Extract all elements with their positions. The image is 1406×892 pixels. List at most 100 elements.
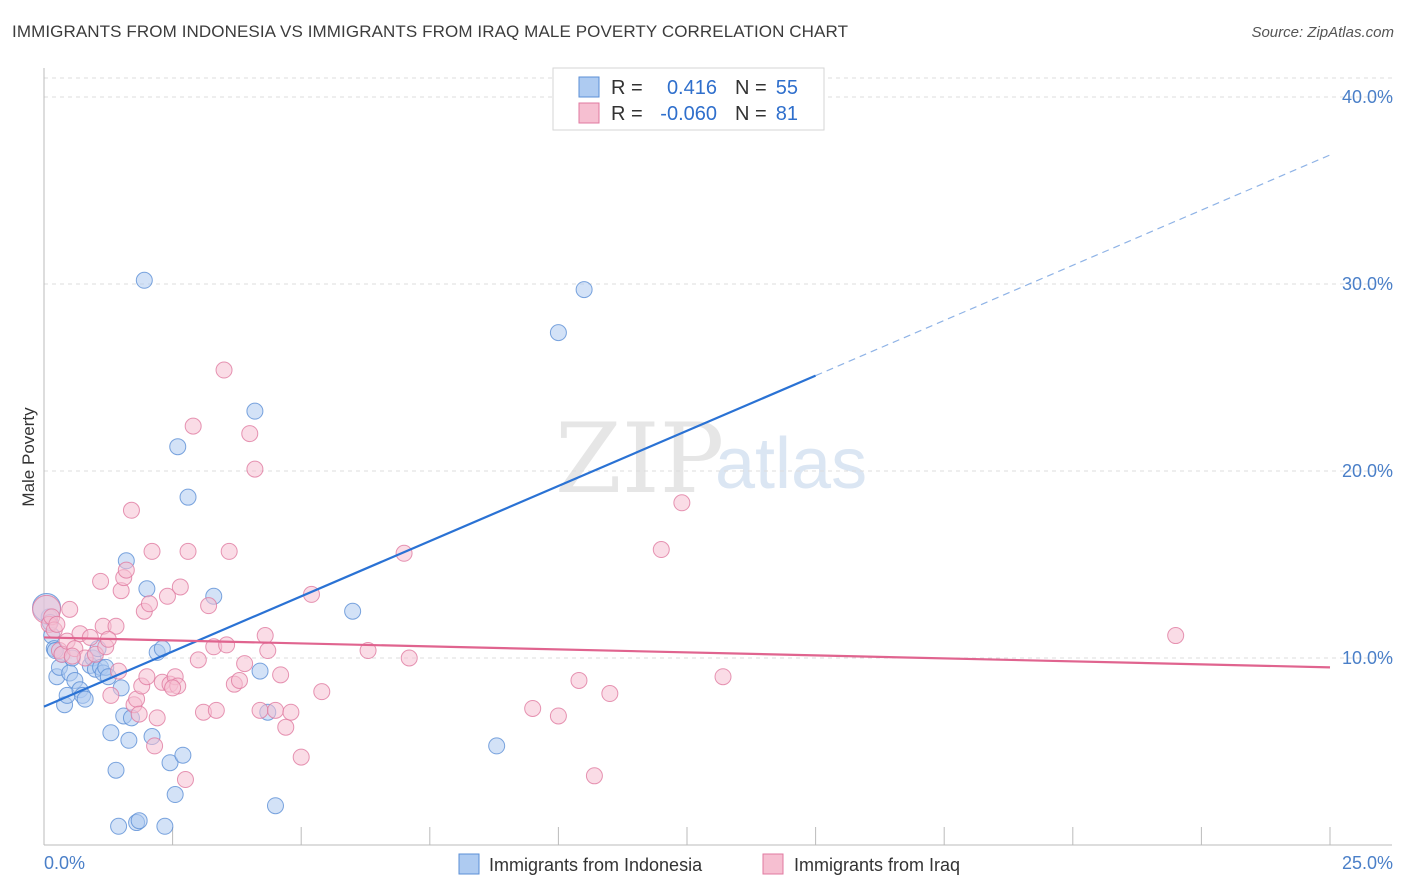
chart-title: IMMIGRANTS FROM INDONESIA VS IMMIGRANTS … [12,22,849,41]
trend-lines [43,154,1331,708]
iraq-point [107,617,125,635]
iraq-point [236,655,254,673]
indonesia-point [169,438,187,456]
indonesia-point [575,281,593,299]
indonesia-point [166,786,184,804]
axes: 10.0% 20.0% 30.0% 40.0% 0.0% 25.0% [43,68,1393,873]
y-tick-label: 10.0% [1342,648,1393,668]
iraq-point [570,671,588,689]
iraq-point [184,417,202,435]
x-tick-label: 0.0% [44,853,85,873]
indonesia-point [130,812,148,830]
iraq-point [130,705,148,723]
iraq-point [171,578,189,596]
iraq-point [63,647,81,665]
iraq-point [251,701,269,719]
legend: R = 0.416 N = 55 R = -0.060 N = 81 [552,67,825,131]
legend-swatch-iraq [578,102,600,124]
legend-n-value-1: 55 [776,77,798,99]
watermark-atlas: atlas [715,424,867,504]
indonesia-point [488,737,506,755]
iraq-point [282,703,300,721]
iraq-point [61,600,79,618]
indonesia-point [549,324,567,342]
y-tick-label: 30.0% [1342,274,1393,294]
indonesia-point [251,662,269,680]
iraq-point [176,771,194,789]
bottom-legend-label-iraq: Immigrants from Iraq [794,855,960,875]
iraq-point [1167,627,1185,645]
indonesia-point [76,690,94,708]
bottom-legend-swatch-indonesia [458,853,480,875]
legend-r-value-1: 0.416 [667,77,717,99]
legend-swatch-indonesia [578,76,600,98]
indonesia-trend-extension [815,154,1331,377]
indonesia-point [135,271,153,289]
iraq-point [102,686,120,704]
iraq-point [652,541,670,559]
bottom-legend: Immigrants from Indonesia Immigrants fro… [458,853,960,875]
iraq-point [292,748,310,766]
bottom-legend-swatch-iraq [762,853,784,875]
iraq-point [218,636,236,654]
iraq-point [143,542,161,560]
y-tick-label: 20.0% [1342,461,1393,481]
iraq-point [272,666,290,684]
iraq-point [277,718,295,736]
indonesia-point [110,817,128,835]
iraq-point [207,701,225,719]
iraq-point [524,699,542,717]
iraq-point [158,587,176,605]
iraq-point [585,767,603,785]
indonesia-point [120,731,138,749]
chart-source: Source: ZipAtlas.com [1251,24,1394,41]
grid [44,77,1392,659]
iraq-point [266,701,284,719]
indonesia-point [107,761,125,779]
indonesia-point [161,754,179,772]
iraq-point [601,685,619,703]
indonesia-point [174,746,192,764]
iraq-point [714,668,732,686]
iraq-point [179,542,197,560]
iraq-point [200,597,218,615]
indonesia-point [138,580,156,598]
iraq-point [92,572,110,590]
data-points [32,271,1185,835]
iraq-point [256,627,274,645]
iraq-point [359,642,377,660]
legend-r-label-1: R = [611,77,643,99]
iraq-point [164,679,182,697]
x-tick-label: 25.0% [1342,853,1393,873]
iraq-point [140,595,158,613]
indonesia-trend-line [43,374,817,708]
iraq-point [400,649,418,667]
legend-n-label-1: N = [735,77,767,99]
watermark: ZIP atlas [555,403,867,515]
iraq-point [241,425,259,443]
iraq-point [138,668,156,686]
legend-r-label-2: R = [611,103,643,125]
y-axis-title: Male Poverty [19,407,38,507]
indonesia-point [344,602,362,620]
bottom-legend-label-indonesia: Immigrants from Indonesia [489,855,703,875]
indonesia-point [179,488,197,506]
iraq-trend-line [43,636,1331,669]
iraq-point [220,542,238,560]
iraq-point [549,707,567,725]
iraq-point [230,671,248,689]
y-tick-label: 40.0% [1342,87,1393,107]
iraq-point [117,561,135,579]
watermark-zip: ZIP [555,403,724,515]
indonesia-point [246,402,264,420]
legend-n-label-2: N = [735,103,767,125]
iraq-point [48,615,66,633]
indonesia-point [156,817,174,835]
iraq-point [122,501,140,519]
indonesia-point [266,797,284,815]
iraq-point [146,737,164,755]
iraq-point [215,361,233,379]
legend-r-value-2: -0.060 [660,103,717,125]
indonesia-point [102,724,120,742]
